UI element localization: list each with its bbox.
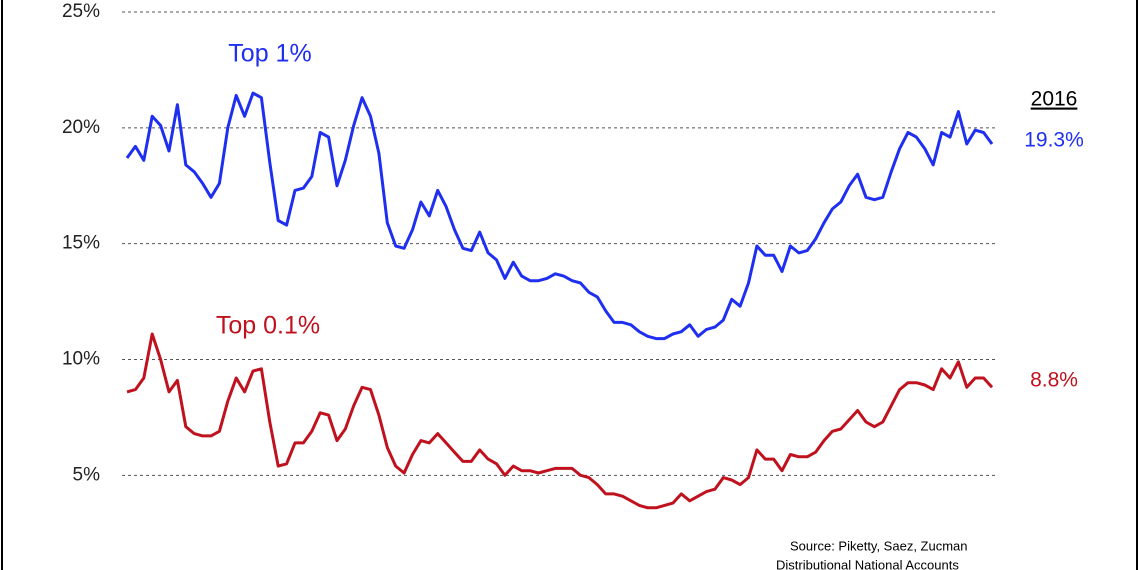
y-tick-label: 20% xyxy=(62,117,100,138)
end-year: 2016 xyxy=(1031,88,1078,111)
series-line xyxy=(126,332,994,510)
series-label: Top 0.1% xyxy=(216,312,320,340)
y-tick-label: 15% xyxy=(62,233,100,254)
end-label: 8.8% xyxy=(1030,369,1078,392)
y-tick-label: 25% xyxy=(62,1,100,22)
y-tick-label: 5% xyxy=(73,464,101,485)
y-tick-label: 10% xyxy=(62,349,100,370)
end-label: 19.3% xyxy=(1024,129,1084,152)
source: Distributional National Accounts xyxy=(776,557,959,570)
source: Source: Piketty, Saez, Zucman xyxy=(790,538,968,553)
series-label: Top 1% xyxy=(228,40,311,68)
series-line xyxy=(125,91,994,341)
